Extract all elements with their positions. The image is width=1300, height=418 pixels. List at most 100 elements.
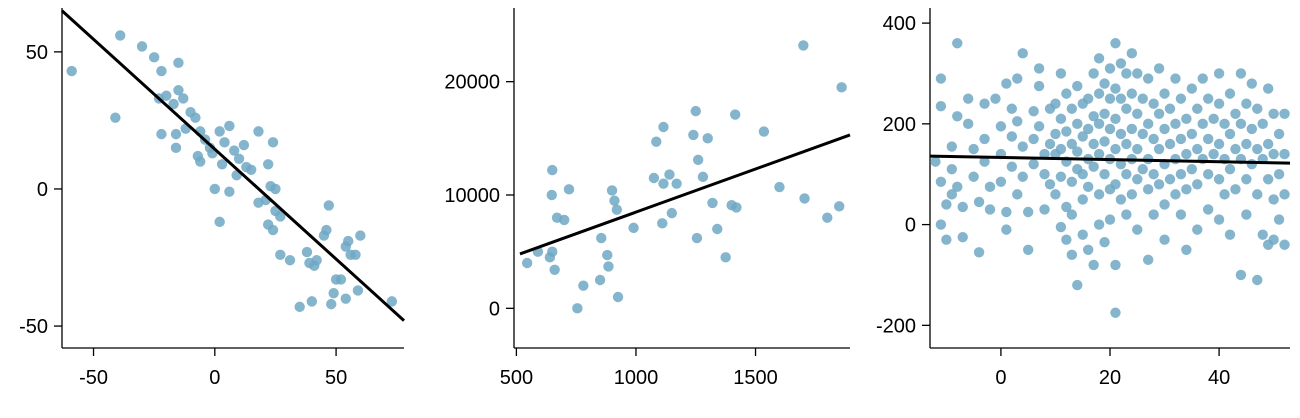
scatter-point [946,189,958,200]
scatter-point [547,246,558,257]
scatter-point [559,214,570,226]
scatter-point [1202,93,1214,104]
scatter-point [979,98,990,109]
scatter-point [1099,108,1110,119]
scatter-point [1126,88,1138,99]
scatter-point [301,246,313,258]
scatter-point [1115,158,1127,170]
scatter-point [284,255,296,266]
scatter-point [1279,239,1290,250]
scatter-point [1142,118,1154,130]
x-tick-label: 1000 [614,367,659,389]
scatter-point [1257,229,1268,240]
scatter-point [688,129,699,141]
scatter-point [1093,118,1105,130]
scatter-point [1241,174,1252,185]
scatter-point [1088,68,1099,79]
scatter-point [1175,209,1187,220]
scatter-point [941,199,952,210]
scatter-point [1192,103,1203,114]
scatter-point [1055,68,1067,79]
scatter-point [1181,113,1192,125]
scatter-point [275,211,286,222]
scatter-point [1039,204,1050,215]
scatter-point [611,204,623,215]
scatter-point [1246,123,1258,135]
x-tick-label: 0 [995,367,1006,389]
scatter-point [1268,108,1279,119]
scatter-point [973,247,985,258]
scatter-point [1197,73,1208,84]
scatter-point [1126,48,1138,59]
scatter-point [178,93,189,104]
scatter-point [1235,68,1247,79]
scatter-point [1241,98,1252,109]
scatter-point [294,301,305,313]
scatter-point [1159,234,1170,245]
scatter-point [1153,143,1165,155]
scatter-point [267,224,279,236]
scatter-point [1055,171,1067,182]
scatter-point [836,82,847,93]
y-tick-label: 0 [905,215,916,237]
scatter-point [1110,83,1121,94]
scatter-point [612,291,624,303]
scatter-point [691,232,703,244]
scatter-point [1028,133,1039,145]
x-tick-label: 0 [209,367,220,389]
scatter-point [1224,229,1236,240]
scatter-point [1082,93,1094,104]
scatter-point [270,183,281,195]
scatter-point [712,223,723,235]
scatter-point [1001,78,1012,89]
y-tick-label: 400 [883,13,916,35]
scatter-point [946,163,958,175]
scatter-point [995,176,1007,187]
scatter-point [1066,209,1078,220]
scatter-point [1088,259,1099,271]
scatter-point [1082,244,1094,255]
scatter-point [1132,68,1143,79]
scatter-point [1159,88,1170,99]
scatter-point [1099,78,1110,89]
scatter-point [1110,307,1121,318]
scatter-point [1148,133,1159,145]
x-tick-label: 500 [500,367,533,389]
scatter-point [1262,83,1274,94]
scatter-point [957,201,968,213]
scatter-point [1050,98,1061,109]
scatter-point [1186,83,1198,94]
scatter-point [1213,174,1225,185]
scatter-point [731,202,742,213]
scatter-point [1055,143,1067,155]
scatter-point [1093,148,1105,160]
scatter-point [156,128,167,140]
regression-line [60,9,406,322]
scatter-point [1159,199,1170,210]
scatter-point [1279,108,1290,119]
scatter-point [658,178,669,189]
scatter-point [671,178,682,189]
scatter-point [962,118,974,130]
scatter-point [1202,133,1214,145]
scatter-point [1132,174,1143,185]
scatter-point [1153,108,1165,119]
scatter-point [1192,224,1203,235]
scatter-point [563,184,575,195]
scatter-point [651,136,662,147]
scatter-point [1115,93,1127,104]
scatter-point [1110,259,1121,271]
scatter-point [1012,189,1023,200]
scatter-point [1241,138,1252,150]
scatter-point [1170,73,1181,84]
scatter-point [1022,244,1034,255]
scatter-point [350,249,361,260]
scatter-point [1017,141,1028,152]
scatter-point [1022,206,1034,218]
scatter-point [267,137,279,148]
scatter-point [1246,158,1258,170]
scatter-point [720,252,731,263]
scatter-point [1104,123,1116,135]
scatter-point [170,142,182,154]
scatter-point [1235,269,1247,281]
